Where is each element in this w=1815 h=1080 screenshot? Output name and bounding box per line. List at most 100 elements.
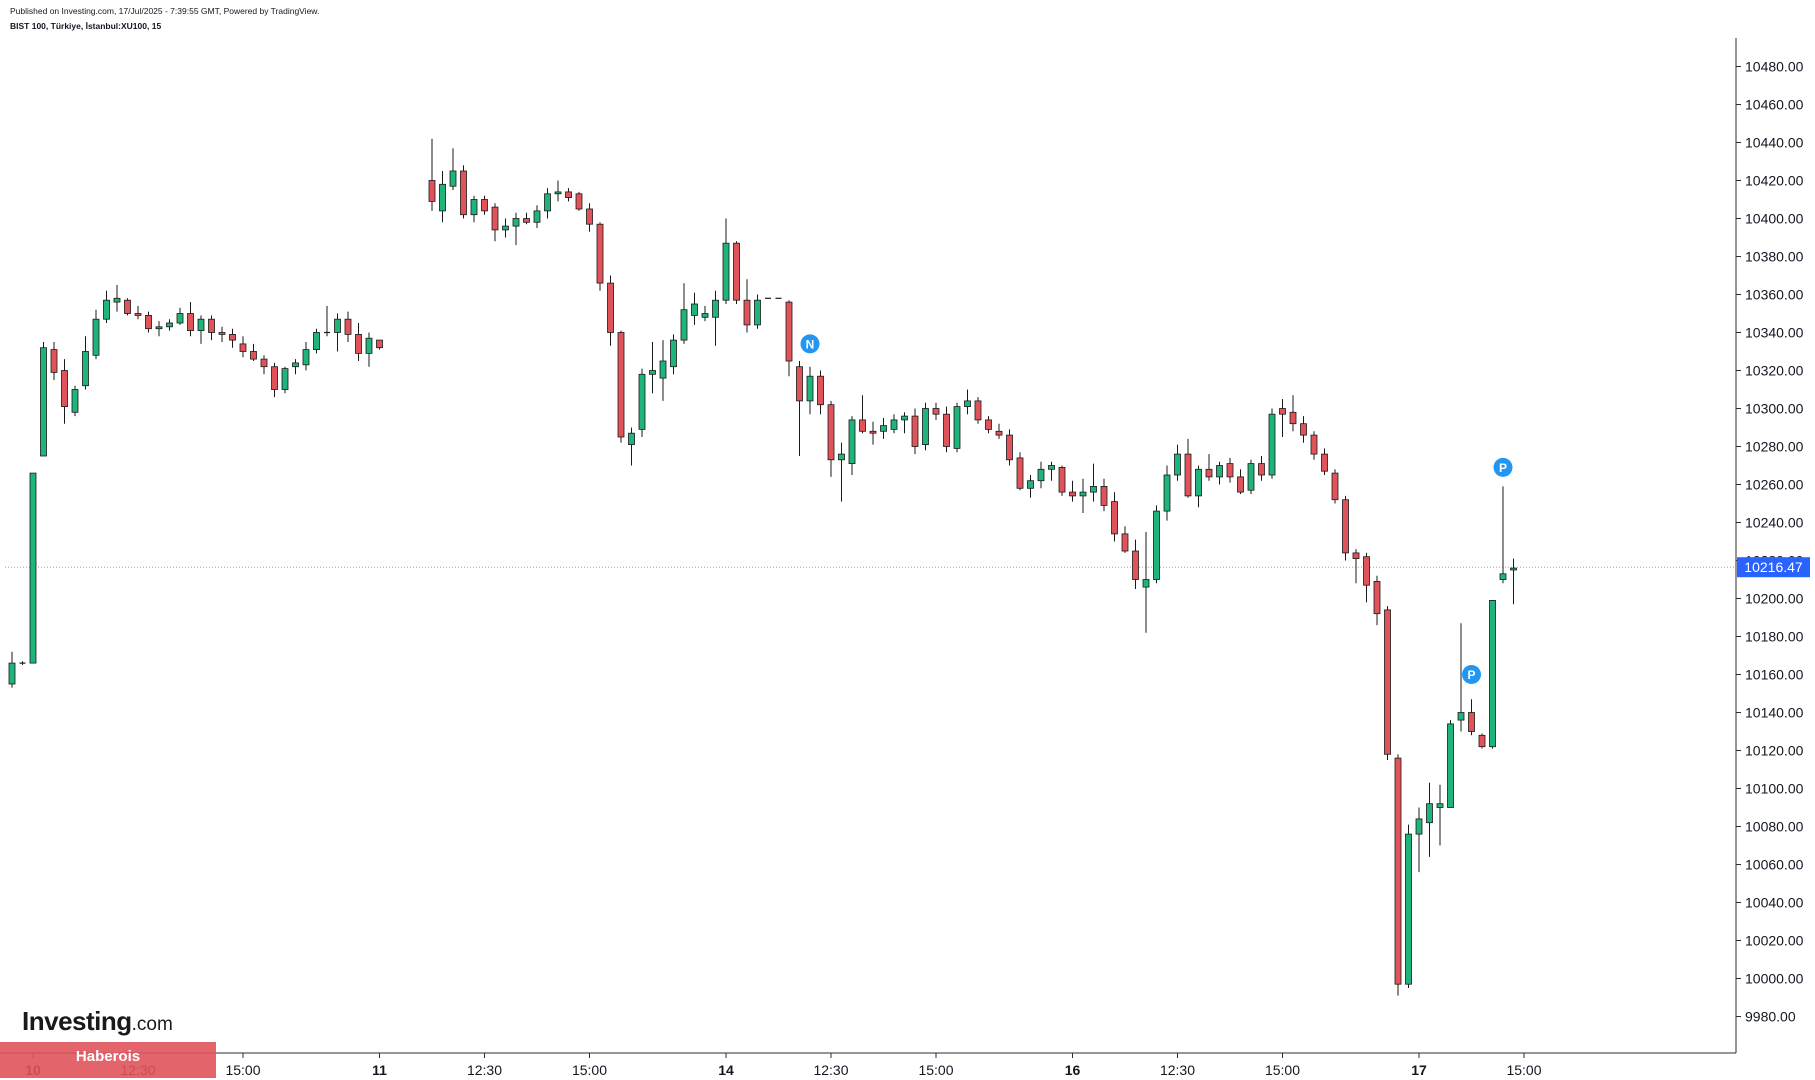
candle-body xyxy=(1006,434,1013,461)
candle xyxy=(176,307,184,325)
candle xyxy=(1478,733,1486,749)
candle-body xyxy=(1058,466,1066,493)
candle-body xyxy=(302,349,310,366)
x-tick-label: 11 xyxy=(372,1062,387,1078)
candle xyxy=(1184,438,1192,498)
candle xyxy=(649,342,656,394)
symbol-title: BIST 100, Türkiye, İstanbul:XU100, 15 xyxy=(10,21,162,31)
candle xyxy=(491,203,499,242)
candle xyxy=(449,148,457,190)
candle xyxy=(1048,461,1055,481)
candle-body xyxy=(1237,476,1244,493)
candle xyxy=(701,305,709,322)
candle xyxy=(953,402,961,453)
candle-body xyxy=(1279,408,1286,415)
candle-body xyxy=(1079,491,1087,497)
y-tick-label: 10100.00 xyxy=(1745,781,1804,797)
candle-body xyxy=(1016,457,1024,489)
candle-body xyxy=(365,337,373,354)
y-tick-label: 10340.00 xyxy=(1745,325,1804,341)
candle xyxy=(932,402,940,420)
y-tick-label: 10320.00 xyxy=(1745,363,1804,379)
y-tick-label: 10280.00 xyxy=(1745,439,1804,455)
event-markers-group: N P P xyxy=(800,334,1513,684)
candle-body xyxy=(470,199,478,216)
candle-body xyxy=(1384,609,1391,755)
candle-body xyxy=(1195,468,1202,497)
candle-body xyxy=(901,415,908,421)
last-price-tag-bg xyxy=(1737,557,1810,578)
candle-body xyxy=(1426,803,1433,824)
y-tick-label: 10120.00 xyxy=(1745,743,1804,759)
candle-body xyxy=(649,370,656,375)
candle xyxy=(670,334,677,375)
candle-body xyxy=(124,299,131,314)
candle-body xyxy=(911,415,919,447)
candle-body xyxy=(197,318,205,332)
candle-body xyxy=(439,183,446,212)
candle xyxy=(575,191,583,211)
candle-body xyxy=(1342,499,1349,554)
candle xyxy=(1069,480,1076,502)
candle xyxy=(880,418,887,439)
candle xyxy=(481,195,488,215)
candle xyxy=(166,319,173,331)
candle-body xyxy=(103,299,110,320)
candle-body xyxy=(1478,734,1486,748)
candle-body xyxy=(1048,465,1055,470)
candle-body xyxy=(827,404,835,461)
candle xyxy=(838,442,845,502)
published-line: Published on Investing.com, 17/Jul/2025 … xyxy=(10,6,320,16)
candle-body xyxy=(1447,723,1454,808)
candle xyxy=(533,205,541,228)
watermark-badge-text: Haberois xyxy=(75,1048,141,1065)
candle-body xyxy=(1205,468,1213,478)
candle xyxy=(890,414,898,434)
candle-body xyxy=(1489,600,1496,748)
candle-body xyxy=(250,351,257,360)
candle-body xyxy=(722,242,730,301)
candle-body xyxy=(796,366,803,402)
candle xyxy=(1468,699,1475,736)
candle xyxy=(197,315,205,344)
candle-body xyxy=(1247,463,1255,491)
candle xyxy=(1216,461,1223,485)
candle xyxy=(1100,478,1108,512)
candle xyxy=(1258,456,1265,481)
candle-body xyxy=(869,430,877,434)
candle xyxy=(61,359,68,424)
candle xyxy=(1247,459,1255,494)
candle xyxy=(1426,782,1433,857)
event-marker-circle xyxy=(800,334,820,354)
candle-body xyxy=(1121,533,1129,552)
event-marker: N xyxy=(800,334,820,354)
y-tick-label: 10480.00 xyxy=(1745,59,1804,75)
candle-body xyxy=(859,419,866,432)
y-tick-label: 10200.00 xyxy=(1745,591,1804,607)
candle-body xyxy=(40,347,47,457)
candle xyxy=(1195,465,1202,508)
candle xyxy=(29,472,37,664)
candle xyxy=(1510,558,1517,605)
candle xyxy=(806,366,814,415)
event-marker: P xyxy=(1462,665,1481,684)
y-tick-label: 10000.00 xyxy=(1745,971,1804,987)
candle xyxy=(1132,539,1139,589)
candle xyxy=(218,326,226,342)
candle-body xyxy=(1363,556,1370,586)
candle-body xyxy=(1321,453,1328,472)
candle xyxy=(334,313,341,352)
candle xyxy=(680,283,688,344)
candle-body xyxy=(974,400,982,421)
candle xyxy=(544,188,551,219)
candle xyxy=(40,342,47,457)
candle-body xyxy=(554,191,562,195)
candle xyxy=(50,342,58,380)
y-tick-label: 10460.00 xyxy=(1745,97,1804,113)
watermark-badge xyxy=(0,1042,216,1078)
candle-body xyxy=(271,366,278,390)
candle-body xyxy=(1069,491,1076,497)
candle-body xyxy=(218,332,226,335)
candle xyxy=(1163,465,1171,521)
